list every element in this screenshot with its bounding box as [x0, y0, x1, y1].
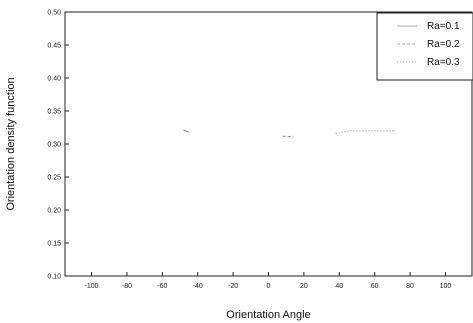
y-axis-label: Orientation density function: [5, 77, 17, 210]
y-tick-label: 0.10: [47, 274, 61, 281]
x-tick-label: -40: [193, 283, 203, 290]
x-tick-label: 0: [267, 283, 271, 290]
legend-label: Ra=0.2: [427, 39, 460, 50]
legend-label: Ra=0.1: [427, 21, 460, 32]
y-tick-label: 0.20: [47, 208, 61, 215]
y-tick-label: 0.25: [47, 175, 61, 182]
y-tick-label: 0.50: [47, 10, 61, 17]
legend-label: Ra=0.3: [427, 57, 460, 68]
x-tick-label: 40: [335, 283, 343, 290]
x-tick-label: 60: [371, 283, 379, 290]
x-tick-label: -100: [85, 283, 99, 290]
y-tick-label: 0.30: [47, 142, 61, 149]
x-tick-label: -60: [157, 283, 167, 290]
legend: Ra=0.1 Ra=0.2 Ra=0.3: [376, 12, 473, 81]
y-axis-ticks: 0.10 0.15 0.20 0.25 0.30 0.35 0.40 0.45 0.50: [47, 10, 69, 281]
series-line-2: [282, 135, 294, 138]
x-axis-label: Orientation Angle: [226, 309, 310, 321]
series-lines: [183, 129, 396, 138]
series-line-1: [183, 129, 190, 133]
x-axis-ticks: -100 -80 -60 -40 -20 0 20 40 60 80 100: [85, 272, 452, 290]
x-tick-label: -80: [122, 283, 132, 290]
x-tick-label: 100: [440, 283, 452, 290]
y-tick-label: 0.35: [47, 109, 61, 116]
x-tick-label: 80: [406, 283, 414, 290]
x-tick-label: 20: [300, 283, 308, 290]
y-tick-label: 0.15: [47, 241, 61, 248]
legend-box: [376, 12, 473, 81]
y-tick-label: 0.40: [47, 76, 61, 83]
x-tick-label: -20: [228, 283, 238, 290]
y-tick-label: 0.45: [47, 43, 61, 50]
series-line-3: [335, 130, 396, 134]
